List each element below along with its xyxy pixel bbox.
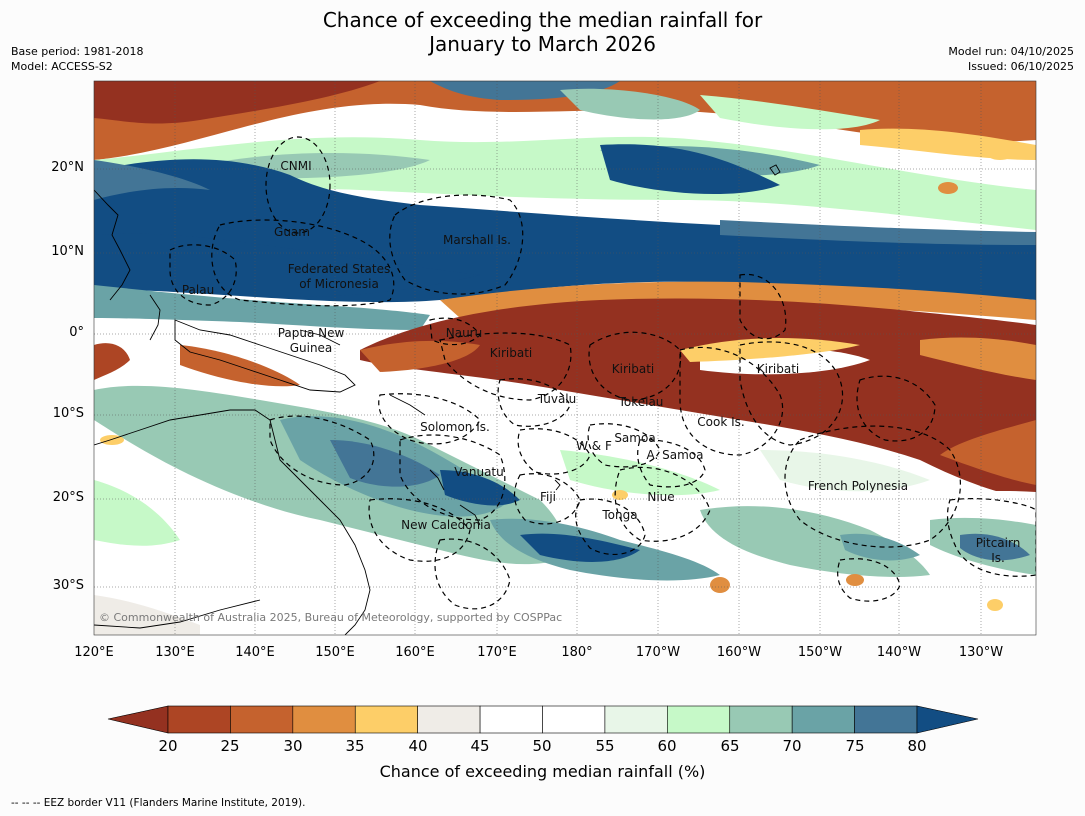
colorbar-cell bbox=[542, 705, 606, 734]
y-tick-label: 10°N bbox=[51, 244, 84, 259]
eez-footnote: -- -- -- EEZ border V11 (Flanders Marine… bbox=[11, 797, 306, 809]
colorbar-tick-label: 60 bbox=[657, 737, 677, 755]
colorbar-cell bbox=[667, 705, 731, 734]
label-kiribati-west: Kiribati bbox=[490, 346, 532, 360]
model-name: Model: ACCESS-S2 bbox=[11, 60, 113, 73]
x-tick-label: 130°E bbox=[155, 645, 195, 660]
base-period: Base period: 1981-2018 bbox=[11, 45, 144, 58]
label-vanuatu: Vanuatu bbox=[454, 465, 504, 479]
colorbar-tick-label: 70 bbox=[782, 737, 802, 755]
label-samoa: Samoa bbox=[614, 431, 655, 445]
x-tick-label: 150°E bbox=[315, 645, 355, 660]
x-tick-label: 170°E bbox=[477, 645, 517, 660]
label-fsm-2: of Micronesia bbox=[299, 277, 379, 291]
y-tick-label: 10°S bbox=[52, 406, 84, 421]
colorbar-tick-label: 80 bbox=[907, 737, 927, 755]
label-pitcairn-2: Is. bbox=[991, 551, 1005, 565]
colorbar-tick-label: 65 bbox=[720, 737, 740, 755]
coastlines bbox=[94, 164, 781, 635]
colorbar-cell bbox=[354, 705, 418, 734]
x-tick-label: 170°W bbox=[635, 645, 681, 660]
x-tick-label: 180° bbox=[561, 645, 593, 660]
label-png-1: Papua New bbox=[278, 326, 345, 340]
colorbar bbox=[107, 705, 979, 734]
label-french-polynesia: French Polynesia bbox=[808, 479, 908, 493]
colorbar-extend-low bbox=[107, 705, 169, 734]
y-tick-label: 20°S bbox=[52, 490, 84, 505]
colorbar-label: Chance of exceeding median rainfall (%) bbox=[379, 762, 706, 781]
colorbar-tick-label: 30 bbox=[283, 737, 303, 755]
region-labels: CNMI Guam Marshall Is. Federated States … bbox=[182, 159, 1020, 565]
label-new-caledonia: New Caledonia bbox=[401, 518, 491, 532]
title-line-2: January to March 2026 bbox=[429, 32, 656, 56]
issued-date: Issued: 06/10/2025 bbox=[967, 60, 1074, 73]
label-fiji: Fiji bbox=[540, 490, 556, 504]
model-run: Model run: 04/10/2025 bbox=[948, 45, 1074, 58]
colorbar-cell bbox=[604, 705, 668, 734]
label-tuvalu: Tuvalu bbox=[537, 392, 577, 406]
page-title: Chance of exceeding the median rainfall … bbox=[0, 8, 1085, 56]
label-cnmi: CNMI bbox=[280, 159, 311, 173]
base-info: Base period: 1981-2018 Model: ACCESS-S2 bbox=[11, 44, 143, 74]
colorbar-cell bbox=[292, 705, 356, 734]
y-tick-label: 30°S bbox=[52, 578, 84, 593]
x-tick-label: 140°E bbox=[235, 645, 275, 660]
colorbar-tick-label: 25 bbox=[220, 737, 240, 755]
colorbar-tick-label: 35 bbox=[345, 737, 365, 755]
copyright-notice: © Commonwealth of Australia 2025, Bureau… bbox=[99, 611, 562, 624]
label-cook: Cook Is. bbox=[697, 415, 744, 429]
colorbar-tick-label: 20 bbox=[158, 737, 178, 755]
eez-borders bbox=[169, 136, 1036, 610]
label-pitcairn-1: Pitcairn bbox=[976, 536, 1021, 550]
colorbar-cell bbox=[479, 705, 543, 734]
label-kiribati-central: Kiribati bbox=[612, 362, 654, 376]
map-field bbox=[94, 81, 1036, 635]
label-kiribati-east: Kiribati bbox=[757, 362, 799, 376]
label-tokelau: Tokelau bbox=[618, 395, 664, 409]
x-tick-label: 160°E bbox=[395, 645, 435, 660]
colorbar-cell bbox=[417, 705, 481, 734]
label-fsm-1: Federated States bbox=[288, 262, 390, 276]
label-marshall: Marshall Is. bbox=[443, 233, 511, 247]
label-tonga: Tonga bbox=[601, 508, 637, 522]
colorbar-cell bbox=[729, 705, 793, 734]
colorbar-tick-label: 55 bbox=[595, 737, 615, 755]
colorbar-cell bbox=[167, 705, 231, 734]
label-solomon: Solomon Is. bbox=[420, 420, 490, 434]
run-info: Model run: 04/10/2025 Issued: 06/10/2025 bbox=[948, 44, 1074, 74]
label-guam: Guam bbox=[274, 225, 310, 239]
x-tick-label: 160°W bbox=[716, 645, 762, 660]
colorbar-tick-label: 50 bbox=[532, 737, 552, 755]
label-png-2: Guinea bbox=[290, 341, 333, 355]
y-tick-label: 0° bbox=[69, 325, 84, 340]
colorbar-cell bbox=[230, 705, 294, 734]
label-palau: Palau bbox=[182, 283, 214, 297]
label-niue: Niue bbox=[647, 490, 674, 504]
label-american-samoa: A. Samoa bbox=[647, 448, 704, 462]
label-nauru: Nauru bbox=[446, 326, 482, 340]
colorbar-tick-label: 40 bbox=[408, 737, 428, 755]
x-tick-label: 140°W bbox=[876, 645, 922, 660]
x-tick-label: 120°E bbox=[74, 645, 114, 660]
y-tick-label: 20°N bbox=[51, 160, 84, 175]
colorbar-tick-label: 45 bbox=[470, 737, 490, 755]
label-wallis-futuna: W & F bbox=[576, 439, 612, 453]
colorbar-cell bbox=[854, 705, 918, 734]
map-frame bbox=[93, 80, 1037, 636]
x-tick-label: 150°W bbox=[797, 645, 843, 660]
title-line-1: Chance of exceeding the median rainfall … bbox=[322, 8, 763, 32]
x-tick-label: 130°W bbox=[958, 645, 1004, 660]
colorbar-tick-label: 75 bbox=[845, 737, 865, 755]
graticule bbox=[94, 81, 1036, 635]
colorbar-extend-high bbox=[916, 705, 979, 734]
colorbar-cell bbox=[791, 705, 855, 734]
